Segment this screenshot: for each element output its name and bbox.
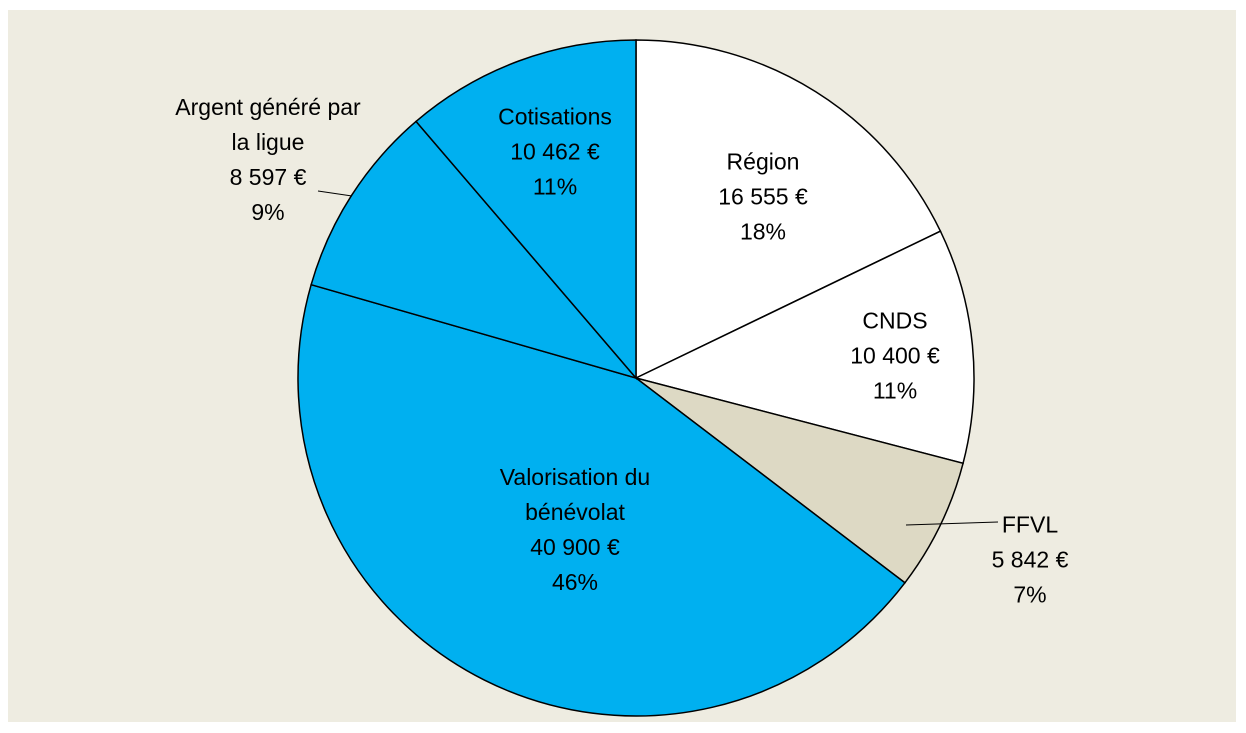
category-label: Valorisation du bénévolat <box>499 464 651 525</box>
slice-label: Valorisation du bénévolat 40 900 € 46% <box>475 460 675 600</box>
percent-label: 11% <box>872 377 918 404</box>
pie-slice <box>414 39 637 381</box>
pie-slice <box>310 120 639 380</box>
leader-line <box>905 521 999 526</box>
category-label: Cotisations <box>498 103 612 130</box>
pie-slice <box>297 283 906 717</box>
percent-label: 11% <box>532 173 578 200</box>
pie-slice <box>633 230 975 465</box>
pie-slice <box>635 39 942 380</box>
category-label: CNDS <box>862 307 928 334</box>
value-label: 10 462 € <box>510 138 600 165</box>
value-label: 5 842 € <box>991 546 1069 573</box>
value-label: 40 900 € <box>530 534 620 560</box>
category-label: FFVL <box>1001 511 1059 538</box>
leader-line <box>317 190 353 197</box>
value-label: 10 400 € <box>850 342 940 369</box>
slice-label: Cotisations 10 462 € 11% <box>470 100 640 205</box>
slice-label: Région 16 555 € 18% <box>683 145 843 250</box>
category-label: Argent généré par la ligue <box>175 94 361 155</box>
category-label: Région <box>726 148 800 175</box>
percent-label: 18% <box>739 218 787 245</box>
value-label: 16 555 € <box>718 183 808 210</box>
slice-label: Argent généré par la ligue 8 597 € 9% <box>173 90 363 230</box>
value-label: 8 597 € <box>229 164 307 190</box>
percent-label: 46% <box>551 569 599 595</box>
percent-label: 7% <box>1013 581 1047 608</box>
pie-slice <box>635 377 964 584</box>
slice-label: FFVL 5 842 € 7% <box>950 508 1110 613</box>
percent-label: 9% <box>251 199 285 225</box>
slice-label: CNDS 10 400 € 11% <box>815 304 975 409</box>
